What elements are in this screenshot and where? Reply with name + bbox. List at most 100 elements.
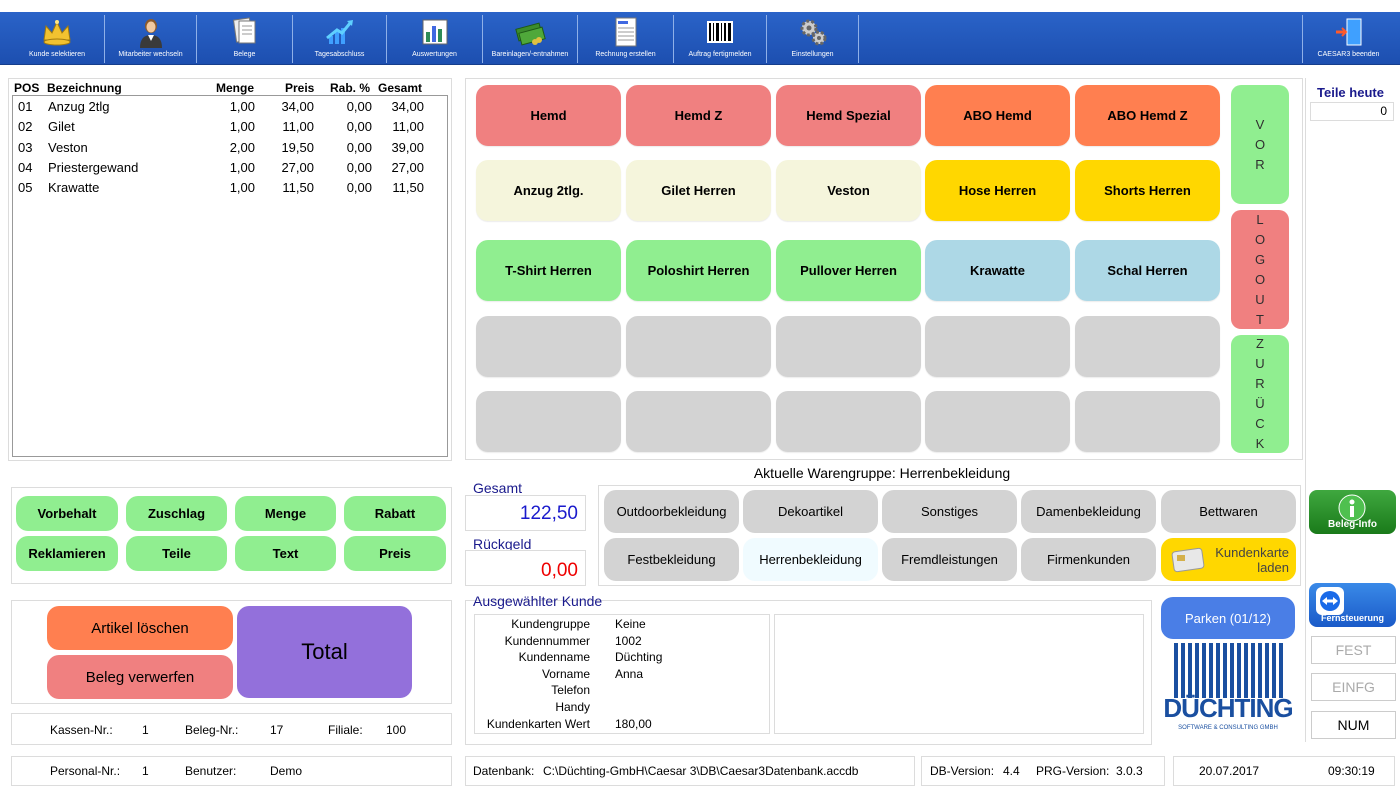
kundenkarte-laden-button[interactable]: Kundenkarte laden (1161, 538, 1296, 581)
caesar-beenden-button[interactable]: CAESAR3 beenden (1302, 15, 1394, 63)
benutzer-label: Benutzer: (185, 764, 237, 778)
group-button-festbekleidung[interactable]: Festbekleidung (604, 538, 739, 581)
kunde-field-label: Kundennummer (504, 633, 590, 648)
person-icon (139, 19, 162, 48)
article-button-empty[interactable] (1075, 391, 1220, 452)
article-button-empty[interactable] (925, 391, 1070, 452)
article-button-t-shirt-herren[interactable]: T-Shirt Herren (476, 240, 621, 301)
cell-price: 27,00 (281, 159, 314, 175)
article-button-anzug-2tlg-[interactable]: Anzug 2tlg. (476, 160, 621, 221)
fernsteuerung-button[interactable]: Fernsteuerung (1309, 583, 1396, 627)
auswertungen-button[interactable]: Auswertungen (387, 15, 483, 63)
article-button-schal-herren[interactable]: Schal Herren (1075, 240, 1220, 301)
preis-button[interactable]: Preis (344, 536, 446, 571)
status-version (921, 756, 1165, 786)
cell-discount: 0,00 (346, 139, 372, 155)
kunde-field-label: Kundenname (518, 650, 590, 665)
group-button-dekoartikel[interactable]: Dekoartikel (743, 490, 878, 533)
kunde-field-label: Kundengruppe (511, 617, 590, 631)
article-button-empty[interactable] (476, 316, 621, 377)
einstellungen-button[interactable]: Einstellungen (767, 15, 859, 63)
group-button-bettwaren[interactable]: Bettwaren (1161, 490, 1296, 533)
zurueck-button[interactable]: ZURÜCK (1231, 335, 1289, 453)
logo-text: DÜCHTING (1163, 693, 1293, 723)
article-button-empty[interactable] (626, 316, 771, 377)
beleg-verwerfen-button[interactable]: Beleg verwerfen (47, 655, 233, 699)
personal-label: Personal-Nr.: (50, 764, 121, 778)
cell-name: Priestergewand (48, 159, 139, 175)
logout-button[interactable]: LOGOUT (1231, 210, 1289, 329)
article-button-krawatte[interactable]: Krawatte (925, 240, 1070, 301)
vor-button[interactable]: VOR (1231, 85, 1289, 204)
cell-pos: 03 (18, 139, 33, 155)
bareinlagen-button[interactable]: Bareinlagen/-entnahmen (483, 15, 578, 63)
reklamieren-button[interactable]: Reklamieren (16, 536, 118, 571)
cell-discount: 0,00 (346, 159, 372, 175)
article-button-gilet-herren[interactable]: Gilet Herren (626, 160, 771, 221)
group-button-fremdleistungen[interactable]: Fremdleistungen (882, 538, 1017, 581)
toolbar: Kunde selektieren Mitarbeiter wechseln B… (0, 12, 1400, 65)
beleg-info-button[interactable]: Beleg-Info (1309, 490, 1396, 534)
invoice-icon (615, 17, 636, 47)
text-button[interactable]: Text (235, 536, 336, 571)
vor-label: VOR (1255, 116, 1266, 172)
teile-button[interactable]: Teile (126, 536, 227, 571)
article-button-abo-hemd-z[interactable]: ABO Hemd Z (1075, 85, 1220, 146)
article-button-veston[interactable]: Veston (776, 160, 921, 221)
vorbehalt-button[interactable]: Vorbehalt (16, 496, 118, 531)
article-button-empty[interactable] (626, 391, 771, 452)
positions-list[interactable] (12, 95, 448, 457)
cell-qty: 2,00 (229, 139, 255, 155)
article-button-shorts-herren[interactable]: Shorts Herren (1075, 160, 1220, 221)
kunde-field-label: Vorname (541, 666, 590, 681)
group-button-sonstiges[interactable]: Sonstiges (882, 490, 1017, 533)
documents-icon (232, 17, 255, 44)
filiale-label: Filiale: (328, 723, 363, 737)
mitarbeiter-wechseln-button[interactable]: Mitarbeiter wechseln (105, 15, 197, 63)
group-button-firmenkunden[interactable]: Firmenkunden (1021, 538, 1156, 581)
tagesabschluss-button[interactable]: Tagesabschluss (293, 15, 387, 63)
cell-discount: 0,00 (346, 119, 372, 135)
parken-button[interactable]: Parken (01/12) (1161, 597, 1295, 639)
auftrag-fertigmelden-button[interactable]: Auftrag fertigmelden (674, 15, 767, 63)
card-icon (1171, 547, 1205, 573)
article-button-pullover-herren[interactable]: Pullover Herren (776, 240, 921, 301)
total-button[interactable]: Total (237, 606, 412, 698)
menge-button[interactable]: Menge (235, 496, 336, 531)
article-button-empty[interactable] (1075, 316, 1220, 377)
kunde-field-value: Düchting (615, 650, 663, 665)
toolbar-label: Rechnung erstellen (595, 51, 656, 58)
article-button-empty[interactable] (776, 316, 921, 377)
gesamt-value: 122,50 (465, 495, 586, 531)
zurueck-label: ZURÜCK (1255, 336, 1265, 451)
kunde-field-label: Handy (555, 700, 590, 714)
article-button-abo-hemd[interactable]: ABO Hemd (925, 85, 1070, 146)
money-icon (515, 22, 546, 46)
cell-name: Anzug 2tlg (48, 99, 110, 114)
zuschlag-button[interactable]: Zuschlag (126, 496, 227, 531)
article-button-poloshirt-herren[interactable]: Poloshirt Herren (626, 240, 771, 301)
col-total-header: Gesamt (378, 81, 423, 95)
rechnung-erstellen-button[interactable]: Rechnung erstellen (578, 15, 674, 63)
article-button-hose-herren[interactable]: Hose Herren (925, 160, 1070, 221)
cell-pos: 02 (18, 119, 33, 135)
article-button-empty[interactable] (476, 391, 621, 452)
group-button-damenbekleidung[interactable]: Damenbekleidung (1021, 490, 1156, 533)
kunde-selektieren-button[interactable]: Kunde selektieren (10, 15, 105, 63)
rabatt-button[interactable]: Rabatt (344, 496, 446, 531)
article-button-hemd-spezial[interactable]: Hemd Spezial (776, 85, 921, 146)
article-button-hemd-z[interactable]: Hemd Z (626, 85, 771, 146)
group-button-outdoorbekleidung[interactable]: Outdoorbekleidung (604, 490, 739, 533)
article-button-empty[interactable] (776, 391, 921, 452)
article-button-empty[interactable] (925, 316, 1070, 377)
cell-discount: 0,00 (346, 180, 372, 196)
article-button-hemd[interactable]: Hemd (476, 85, 621, 146)
belege-button[interactable]: Belege (197, 15, 293, 63)
group-button-herrenbekleidung[interactable]: Herrenbekleidung (743, 538, 878, 581)
cell-qty: 1,00 (229, 119, 255, 135)
kunde-notes-box[interactable] (774, 614, 1144, 734)
kundenkarte-line1: Kundenkarte (1215, 544, 1289, 560)
cell-price: 11,50 (282, 180, 314, 196)
fernsteuerung-label: Fernsteuerung (1320, 613, 1384, 623)
artikel-loeschen-button[interactable]: Artikel löschen (47, 606, 233, 650)
